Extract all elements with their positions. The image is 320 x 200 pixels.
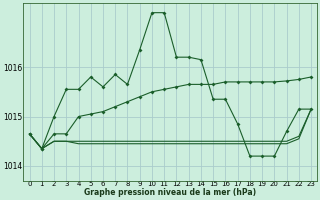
X-axis label: Graphe pression niveau de la mer (hPa): Graphe pression niveau de la mer (hPa)	[84, 188, 256, 197]
